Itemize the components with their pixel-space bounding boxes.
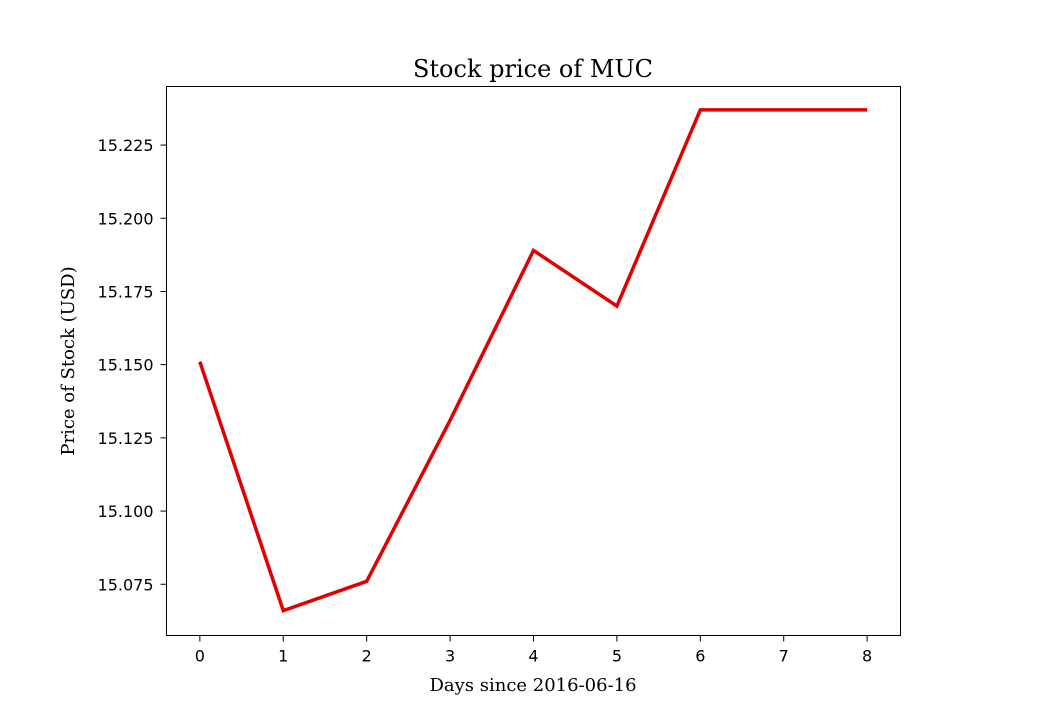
x-tick-label: 6 [695, 647, 705, 666]
y-axis: 15.075 15.100 15.125 15.150 15.175 15.200 15.2… [98, 136, 167, 594]
series-layer [198, 108, 868, 613]
y-tick-label: 15.200 [98, 209, 154, 228]
price-line [198, 108, 868, 613]
y-axis-label: Price of Stock (USD) [58, 266, 79, 455]
y-tick-label: 15.225 [98, 136, 154, 155]
x-tick-label: 4 [528, 647, 538, 666]
y-tick-label: 15.175 [98, 282, 154, 301]
plot-frame [166, 86, 901, 636]
x-tick-label: 5 [612, 647, 622, 666]
y-tick-label: 15.125 [98, 429, 154, 448]
x-tick-label: 7 [779, 647, 789, 666]
y-tick-label: 15.100 [98, 502, 154, 521]
x-tick-label: 0 [195, 647, 205, 666]
x-tick-label: 1 [278, 647, 288, 666]
chart-title: Stock price of MUC [413, 55, 653, 83]
x-tick-label: 8 [862, 647, 872, 666]
y-tick-label: 15.150 [98, 356, 154, 375]
x-tick-label: 2 [362, 647, 372, 666]
x-tick-label: 3 [445, 647, 455, 666]
y-tick-label: 15.075 [98, 575, 154, 594]
x-axis: 0 1 2 3 4 5 6 7 8 [195, 635, 872, 666]
x-axis-label: Days since 2016-06-16 [429, 675, 636, 696]
